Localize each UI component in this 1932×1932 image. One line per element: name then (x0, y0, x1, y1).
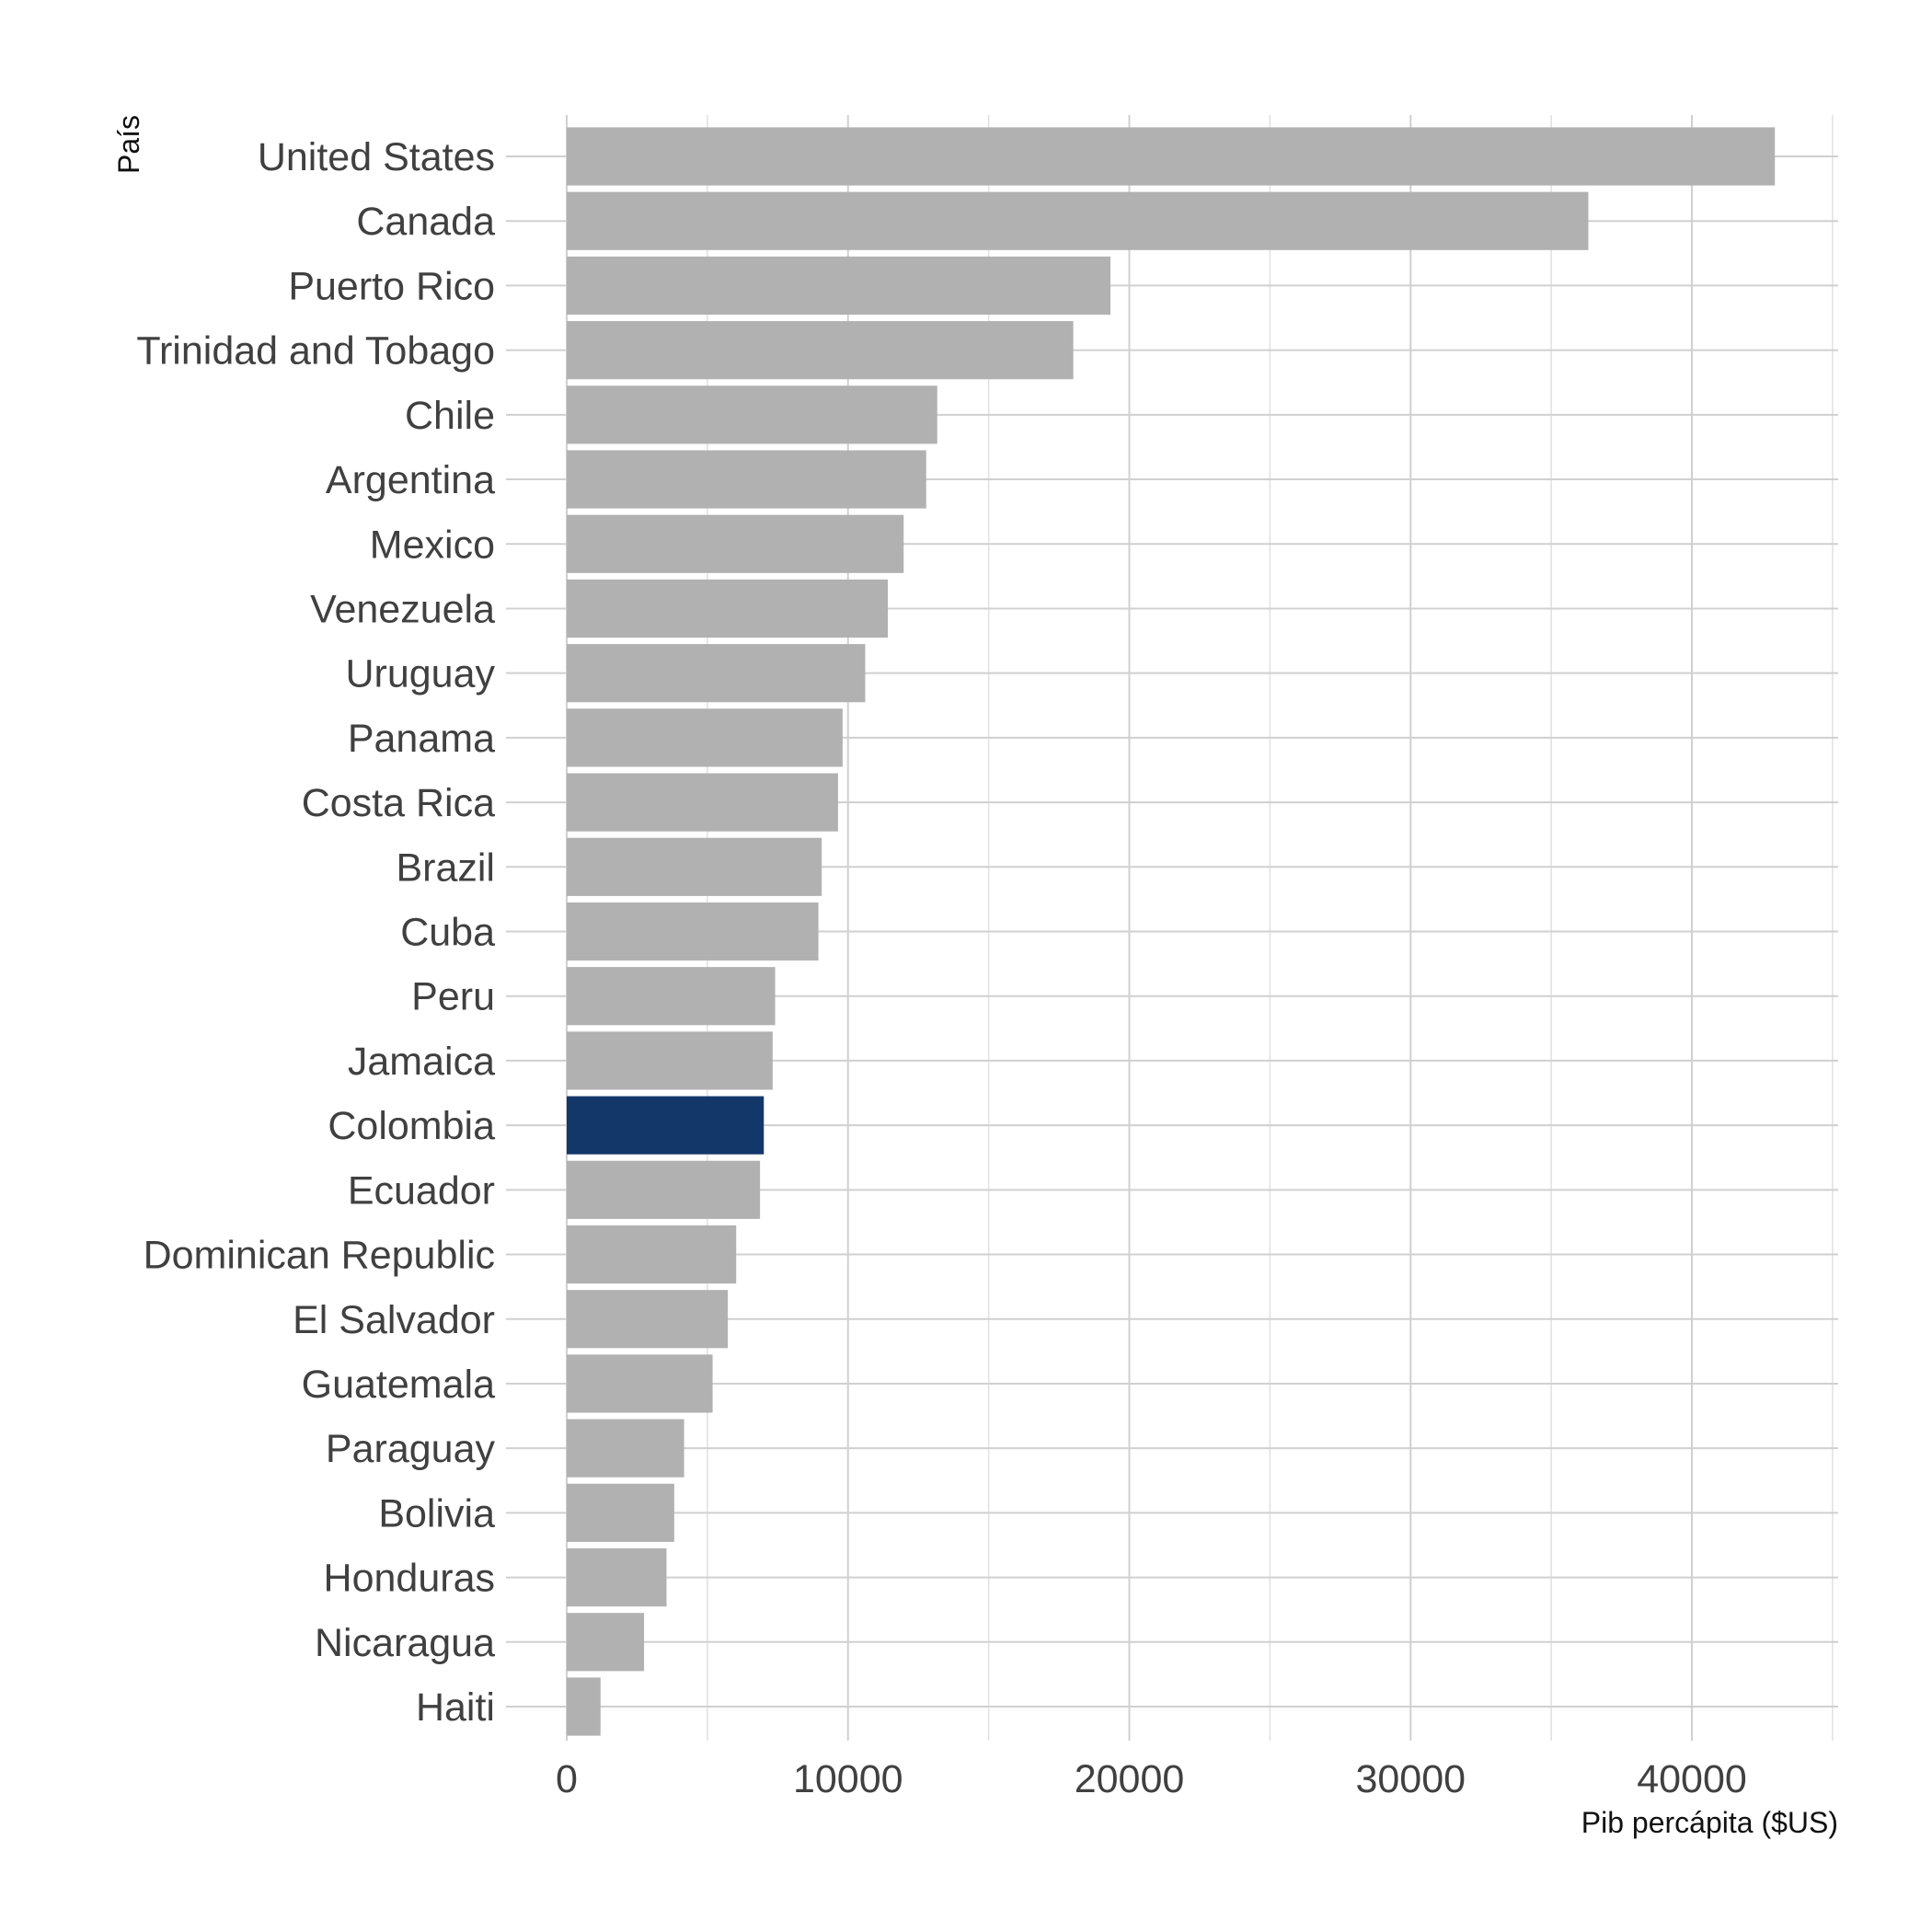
y-tick-label: Argentina (326, 458, 495, 502)
x-tick-label: 40000 (1637, 1757, 1747, 1801)
x-axis-tick-labels: 0 10000 20000 30000 40000 (556, 1757, 1747, 1801)
y-tick-label: Cuba (400, 911, 495, 955)
y-tick-label: Panama (348, 717, 495, 761)
bar-dominican-republic (567, 1225, 737, 1284)
bar-chile (567, 385, 937, 444)
bar-honduras (567, 1547, 667, 1607)
x-tick-label: 0 (556, 1757, 578, 1801)
y-tick-label: Honduras (324, 1557, 495, 1601)
y-tick-label: Jamaica (348, 1040, 495, 1084)
bar-colombia (567, 1096, 765, 1155)
bar-el-salvador (567, 1290, 729, 1349)
x-tick-label: 30000 (1355, 1757, 1466, 1801)
y-tick-label: El Salvador (293, 1298, 495, 1342)
bar-uruguay (567, 644, 866, 703)
bar-nicaragua (567, 1613, 645, 1672)
y-tick-label: Brazil (396, 845, 495, 890)
y-tick-label: Trinidad and Tobago (136, 329, 495, 374)
bar-jamaica (567, 1031, 773, 1090)
y-tick-label: Costa Rica (302, 781, 495, 825)
bar-canada (567, 191, 1589, 250)
bar-costa-rica (567, 773, 838, 832)
bar-puerto-rico (567, 256, 1110, 316)
bar-panama (567, 708, 843, 767)
y-tick-label: Canada (356, 200, 495, 244)
y-tick-label: Dominican Republic (144, 1234, 495, 1278)
bar-brazil (567, 837, 822, 896)
x-tick-label: 20000 (1075, 1757, 1185, 1801)
y-tick-label: Nicaragua (315, 1621, 495, 1665)
bar-trinidad-and-tobago (567, 321, 1074, 380)
y-tick-label: Peru (411, 975, 495, 1019)
y-tick-label: Guatemala (302, 1363, 495, 1407)
bar-united-states (567, 127, 1776, 186)
y-tick-label: Ecuador (348, 1168, 495, 1213)
y-tick-label: Paraguay (326, 1427, 496, 1471)
bar-mexico (567, 514, 904, 573)
x-axis-title: Pib percápita ($US) (1581, 1806, 1838, 1839)
y-tick-label: United States (258, 135, 495, 179)
y-tick-label: Chile (405, 394, 495, 438)
y-tick-label: Puerto Rico (288, 264, 495, 308)
bar-haiti (567, 1677, 601, 1736)
y-axis-labels: United States Canada Puerto Rico Trinidad a… (136, 135, 495, 1730)
x-tick-label: 10000 (793, 1757, 903, 1801)
bar-guatemala (567, 1354, 713, 1413)
y-tick-label: Venezuela (310, 587, 495, 631)
bar-bolivia (567, 1483, 674, 1542)
bar-ecuador (567, 1160, 761, 1219)
bar-venezuela (567, 579, 889, 638)
y-axis-title: País (112, 115, 145, 174)
y-tick-label: Colombia (328, 1104, 495, 1148)
bar-paraguay (567, 1419, 684, 1478)
y-tick-label: Haiti (416, 1685, 495, 1730)
y-tick-label: Mexico (370, 523, 495, 567)
bar-peru (567, 967, 776, 1026)
y-tick-label: Uruguay (345, 652, 495, 696)
y-tick-label: Bolivia (378, 1491, 495, 1535)
bars (567, 127, 1776, 1736)
bar-cuba (567, 902, 819, 961)
bar-argentina (567, 450, 926, 509)
